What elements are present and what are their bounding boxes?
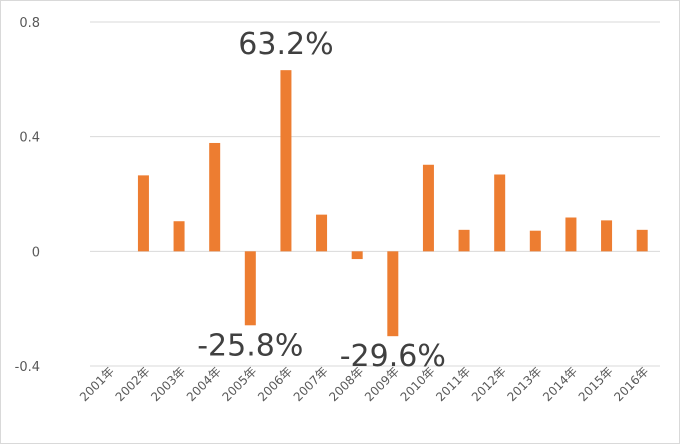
bar [422,164,434,252]
x-tick-label: 2001年 [77,364,117,404]
x-tick-label: 2003年 [148,364,188,404]
y-tick-label: 0.4 [19,131,40,146]
bar [494,174,506,252]
bar [244,251,256,326]
bar [387,251,399,337]
bars [137,70,648,337]
data-label: -29.6% [340,339,446,374]
bar [316,214,328,252]
x-tick-label: 2005年 [219,364,259,404]
gridlines [90,21,660,367]
x-tick-label: 2002年 [113,364,153,404]
x-tick-label: 2013年 [504,364,544,404]
bar [601,220,613,252]
bar [137,175,149,252]
y-tick-label: -0.4 [15,360,40,375]
bar [458,229,470,252]
bar [280,70,292,252]
bar [351,251,363,260]
x-tick-label: 2004年 [184,364,224,404]
bar [565,217,577,252]
y-tick-label: 0.8 [19,16,40,31]
data-labels: 63.2% -25.8% -29.6% [197,27,446,374]
x-tick-label: 2016年 [611,364,651,404]
y-tick-label: 0 [32,245,40,260]
x-tick-label: 2014年 [540,364,580,404]
bar [529,230,541,252]
x-tick-label: 2006年 [255,364,295,404]
x-tick-label: 2012年 [469,364,509,404]
y-axis: -0.4 0 0.4 0.8 [15,16,40,375]
x-tick-label: 2007年 [291,364,331,404]
bar [636,229,648,252]
data-label: 63.2% [238,27,333,62]
bar [209,142,221,252]
bar [173,221,185,252]
x-tick-label: 2015年 [576,364,616,404]
data-label: -25.8% [197,328,303,363]
